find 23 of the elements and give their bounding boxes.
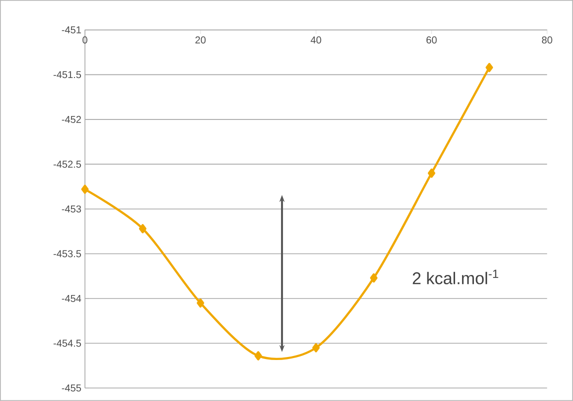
- point: [486, 62, 494, 72]
- point: [254, 351, 262, 360]
- y-tick-label: -452.5: [54, 160, 81, 168]
- y-tick-label: -453: [62, 205, 81, 213]
- point: [81, 184, 89, 194]
- x-tick-label: 20: [195, 36, 206, 44]
- y-tick-label: -452: [62, 116, 81, 123]
- x-tick-label: 40: [310, 36, 322, 44]
- x-tick-label: 80: [542, 36, 552, 44]
- point: [312, 343, 320, 352]
- y-tick-label: -454: [62, 295, 82, 302]
- x-tick-label: 60: [426, 36, 437, 44]
- y-tick-label: -454.5: [54, 340, 81, 347]
- y-tick-label: -451.5: [54, 71, 81, 78]
- point: [428, 168, 436, 178]
- y-tick-label: -453.5: [54, 250, 81, 258]
- point: [196, 298, 204, 308]
- annotation: 2 kcal.mol$^{-1}$: [412, 270, 498, 284]
- point: [370, 273, 378, 283]
- x-tick-label: 0: [82, 36, 88, 44]
- point: [138, 224, 146, 234]
- y-tick-label: -451: [62, 26, 81, 34]
- y-tick-label: -455: [62, 384, 81, 392]
